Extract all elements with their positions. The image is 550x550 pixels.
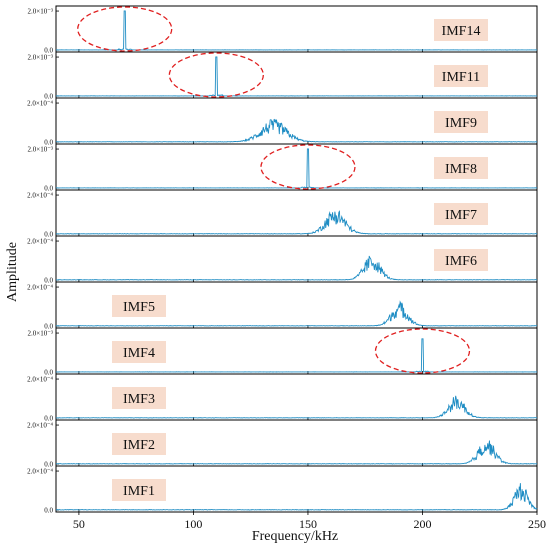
y-tick-label-top: 2.0×10⁻³ — [28, 146, 54, 154]
panel-imf3: 2.0×10⁻⁴ 0.0 IMF3 — [27, 373, 538, 423]
y-tick-label-zero: 0.0 — [44, 47, 53, 55]
panel-imf9: 2.0×10⁻⁴ 0.0 IMF9 — [27, 97, 538, 147]
x-tick-label: 100 — [184, 517, 202, 531]
panel-imf11: 2.0×10⁻³ 0.0 IMF11 — [28, 51, 538, 101]
y-tick-label-zero: 0.0 — [44, 185, 53, 193]
imf-label: IMF9 — [445, 116, 477, 131]
x-tick-label: 200 — [413, 517, 431, 531]
imf-label-box — [434, 157, 488, 179]
y-tick-label-zero: 0.0 — [44, 323, 53, 331]
spectrum-line-imf11 — [55, 56, 537, 97]
imf-label-box — [434, 65, 488, 87]
x-tick-label: 250 — [528, 517, 546, 531]
x-ticks-group: 50 100 150 200 250 — [73, 512, 546, 531]
y-tick-label-zero: 0.0 — [44, 461, 53, 469]
spectrum-line-imf4 — [55, 338, 538, 373]
spectrum-line-imf2 — [55, 440, 538, 465]
imf-label: IMF8 — [445, 162, 477, 177]
imf-label: IMF14 — [442, 24, 481, 39]
panel-frame — [55, 465, 538, 513]
y-tick-label-zero: 0.0 — [44, 507, 53, 515]
imf-label-box — [112, 341, 166, 363]
panels-group: 2.0×10⁻³0.0IMF142.0×10⁻³0.0IMF112.0×10⁻⁴… — [27, 5, 538, 515]
imf-label-box — [434, 249, 488, 271]
y-tick-label-top: 2.0×10⁻³ — [28, 54, 54, 62]
y-tick-label-top: 2.0×10⁻⁴ — [27, 238, 53, 246]
y-tick-label-top: 2.0×10⁻⁴ — [27, 468, 53, 476]
y-tick-label-top: 2.0×10⁻⁴ — [27, 284, 53, 292]
imf-label: IMF3 — [123, 392, 155, 407]
imf-label-box — [112, 433, 166, 455]
y-tick-label-top: 2.0×10⁻⁴ — [27, 422, 53, 430]
highlight-ellipse — [374, 328, 471, 374]
imf-label-box — [112, 479, 166, 501]
panel-imf4: 2.0×10⁻³ 0.0 IMF4 — [28, 327, 538, 377]
y-tick-label-zero: 0.0 — [44, 139, 53, 147]
imf-label: IMF1 — [123, 484, 155, 499]
y-tick-label-top: 2.0×10⁻⁴ — [27, 100, 53, 108]
y-axis-title: Amplitude — [5, 242, 20, 302]
imf-label-box — [434, 19, 488, 41]
panel-imf7: 2.0×10⁻⁴ 0.0 IMF7 — [27, 189, 538, 239]
x-tick-label: 50 — [73, 517, 85, 531]
spectrum-line-imf1 — [55, 483, 538, 511]
x-axis-title: Frequency/kHz — [252, 529, 338, 544]
y-tick-label-top: 2.0×10⁻³ — [28, 330, 54, 338]
x-tick-label: 150 — [299, 517, 317, 531]
imf-label: IMF7 — [445, 208, 477, 223]
highlight-ellipse — [168, 52, 264, 98]
imf-label: IMF6 — [445, 254, 477, 269]
y-tick-label-zero: 0.0 — [44, 369, 53, 377]
spectrum-line-imf5 — [55, 300, 538, 327]
imf-label-box — [112, 295, 166, 317]
imf-label: IMF5 — [123, 300, 155, 315]
highlight-ellipse — [77, 6, 173, 52]
y-tick-label-zero: 0.0 — [44, 93, 53, 101]
panel-imf2: 2.0×10⁻⁴ 0.0 IMF2 — [27, 419, 538, 469]
imf-label: IMF2 — [123, 438, 155, 453]
y-tick-label-zero: 0.0 — [44, 231, 53, 239]
panel-imf8: 2.0×10⁻³ 0.0 IMF8 — [28, 143, 538, 193]
y-tick-label-top: 2.0×10⁻⁴ — [27, 376, 53, 384]
y-tick-label-top: 2.0×10⁻³ — [28, 8, 54, 16]
imf-label-box — [434, 111, 488, 133]
panel-imf1: 2.0×10⁻⁴ 0.0 IMF1 — [27, 465, 538, 515]
imf-label-box — [434, 203, 488, 225]
spectrum-line-imf7 — [55, 210, 538, 235]
spectrum-line-imf9 — [55, 118, 538, 143]
y-tick-label-top: 2.0×10⁻⁴ — [27, 192, 53, 200]
highlight-ellipse — [260, 144, 356, 190]
imf-label: IMF11 — [442, 70, 480, 85]
y-tick-label-zero: 0.0 — [44, 277, 53, 285]
imf-label-box — [112, 387, 166, 409]
panel-imf5: 2.0×10⁻⁴ 0.0 IMF5 — [27, 281, 538, 331]
spectrum-line-imf6 — [55, 255, 538, 281]
y-tick-label-zero: 0.0 — [44, 415, 53, 423]
panel-imf14: 2.0×10⁻³ 0.0 IMF14 — [28, 5, 538, 55]
panel-imf6: 2.0×10⁻⁴ 0.0 IMF6 — [27, 235, 538, 285]
imf-label: IMF4 — [123, 346, 155, 361]
spectrum-line-imf3 — [55, 395, 538, 419]
